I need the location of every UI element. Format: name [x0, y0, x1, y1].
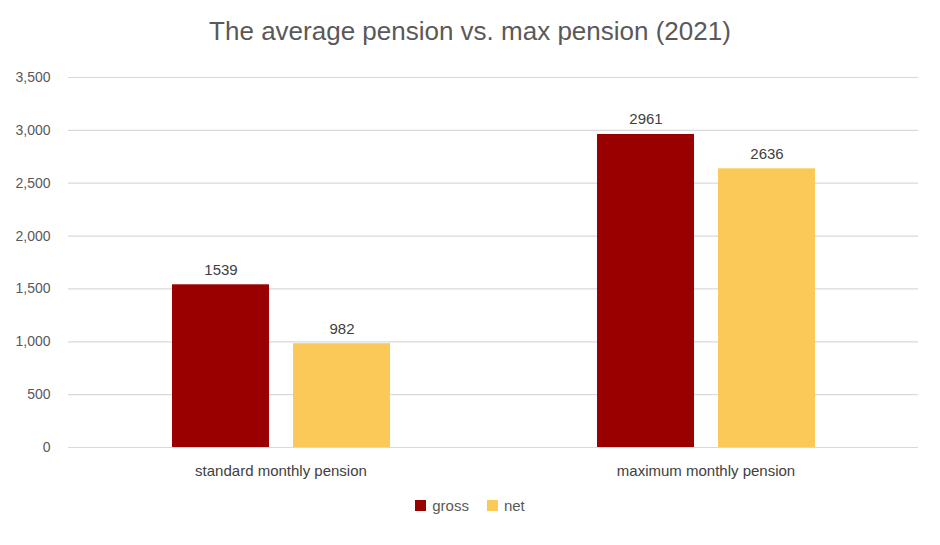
svg-text:3,500: 3,500: [15, 69, 50, 85]
svg-text:0: 0: [43, 439, 51, 455]
svg-text:standard monthly pension: standard monthly pension: [195, 462, 367, 479]
svg-text:2961: 2961: [629, 110, 662, 127]
svg-text:2,000: 2,000: [15, 228, 50, 244]
svg-text:1,500: 1,500: [15, 280, 50, 296]
svg-text:2636: 2636: [750, 145, 783, 162]
svg-text:2,500: 2,500: [15, 175, 50, 191]
html-text:gross: gross: [432, 497, 469, 514]
svg-text:3,000: 3,000: [15, 122, 50, 138]
svg-text:maximum monthly pension: maximum monthly pension: [617, 462, 795, 479]
svg-text:1,000: 1,000: [15, 333, 50, 349]
svg-text:982: 982: [329, 319, 354, 336]
svg-text:500: 500: [27, 386, 51, 402]
html-text:net: net: [503, 497, 525, 514]
html-text:The average pension vs. max pe: The average pension vs. max pension (202…: [209, 16, 731, 46]
svg-text:1539: 1539: [204, 261, 237, 278]
